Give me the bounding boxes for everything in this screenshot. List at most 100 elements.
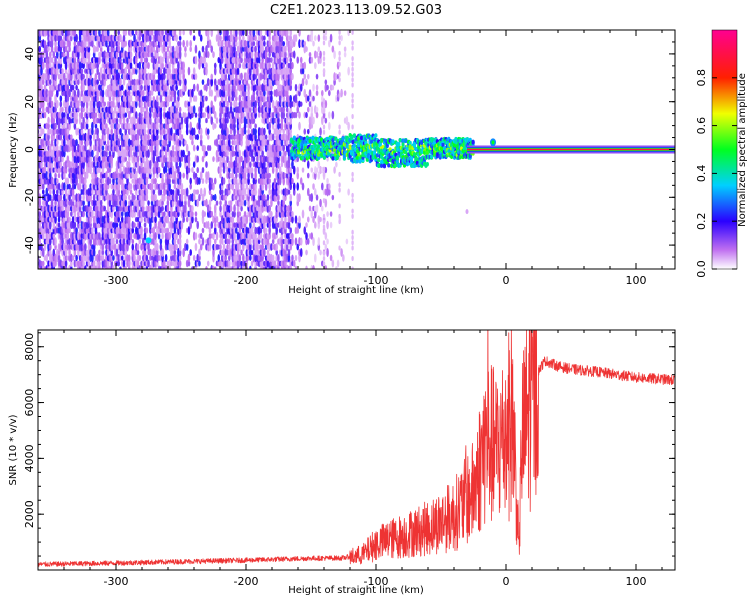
spectrogram-cell: [92, 44, 96, 54]
spectrogram-cell: [338, 30, 341, 35]
spectrogram-cell: [85, 210, 89, 218]
spectrogram-cell: [124, 40, 128, 47]
spectrogram-cell: [57, 121, 61, 131]
spectrogram-cell: [322, 61, 326, 67]
spectrogram-cell: [71, 177, 75, 185]
spectrogram-cell: [48, 189, 52, 195]
spectrogram-cell: [71, 88, 75, 98]
spectrogram-cell: [80, 111, 84, 119]
spectrogram-cell: [220, 39, 224, 48]
spectrogram-cell: [48, 79, 52, 85]
spectrogram-cell: [126, 117, 129, 124]
spectrogram-cell: [98, 156, 101, 163]
spectrogram-cell: [73, 226, 77, 235]
spectrogram-cell: [63, 216, 66, 223]
spectrogram-cell: [301, 209, 305, 219]
spectrogram-cell: [259, 227, 263, 234]
spectrogram-cell: [92, 99, 96, 109]
spectrogram-cell: [306, 172, 310, 179]
spectrogram-cell: [63, 45, 66, 53]
spectrogram-cell: [50, 111, 54, 120]
spectrogram-cell: [77, 106, 80, 113]
spectrogram-cell: [68, 78, 71, 86]
spectrogram-cell: [108, 133, 112, 141]
spectrogram-cell: [294, 215, 298, 224]
spectrogram-cell: [322, 108, 326, 114]
spectrogram-cell: [66, 33, 70, 43]
spectrogram-cell: [94, 112, 98, 118]
spectrogram-cell: [205, 161, 208, 168]
spectrogram-cell: [64, 187, 68, 197]
spectrogram-cell: [96, 177, 99, 186]
spectrogram-cell: [196, 145, 200, 151]
spectrogram-cell: [338, 129, 341, 135]
spectrogram-cell: [338, 77, 341, 83]
spectrogram-cell: [264, 134, 268, 140]
spectrogram-cell: [80, 44, 84, 54]
figure-title: C2E1.2023.113.09.52.G03: [270, 3, 442, 18]
spectrogram-cell: [85, 193, 89, 202]
spectrogram-cell: [54, 106, 57, 113]
spectrogram-cell: [292, 182, 296, 191]
spectrogram-cell: [112, 110, 115, 120]
spectrogram-cell: [308, 100, 312, 108]
spectrogram-cell: [282, 144, 286, 152]
spectrogram-cell: [238, 211, 242, 217]
spectrogram-cell: [91, 149, 94, 158]
spectrogram-cell: [54, 200, 57, 206]
spectrogram-cell: [92, 144, 96, 152]
spectrogram-cell: [45, 122, 49, 130]
spectrogram-cell: [145, 188, 149, 196]
spectrogram-cell: [56, 204, 59, 213]
spectrogram-cell: [66, 216, 70, 223]
spectrogram-cell: [319, 127, 322, 136]
spectrogram-cell: [91, 95, 94, 102]
spectrogram-cell: [108, 105, 112, 115]
spectrogram-cell: [329, 254, 333, 262]
spectrogram-cell: [63, 72, 66, 81]
spectrogram-cell: [268, 178, 271, 184]
spectrogram-cell: [194, 232, 198, 240]
spectrogram-cell: [338, 182, 341, 188]
spectrogram-cell: [108, 144, 112, 152]
spectrogram-cell: [351, 71, 354, 77]
spectrogram-cell: [136, 216, 140, 223]
spectrogram-cell: [127, 90, 131, 96]
spectrogram-cell: [115, 226, 119, 235]
spectrogram-cell: [98, 254, 101, 262]
spectrogram-cell: [210, 210, 214, 218]
spectrogram-cell: [89, 106, 92, 114]
spectrogram-cell: [75, 227, 78, 234]
spectrogram-cell: [101, 73, 105, 80]
spectrogram-cell: [213, 238, 217, 245]
spectrogram-cell: [282, 62, 286, 69]
spectrogram-cell: [50, 176, 54, 186]
spectrogram-cell: [54, 138, 57, 147]
spectrogram-cell: [351, 229, 354, 235]
spectrogram-cell: [94, 172, 98, 179]
spectrogram-cell: [75, 84, 78, 91]
spectrogram-cell: [138, 254, 142, 262]
spectrogram-cell: [120, 161, 124, 168]
spectrogram-cell: [54, 34, 57, 42]
spectrogram-cell: [38, 221, 42, 229]
spectrogram-cell: [80, 89, 84, 97]
spectrogram-cell: [164, 253, 168, 263]
spectrogram-cell: [41, 205, 45, 212]
spectrogram-cell: [147, 62, 150, 70]
spectrogram-cell: [89, 155, 92, 163]
spectrogram-cell: [80, 106, 84, 113]
spectrogram-cell: [47, 133, 50, 141]
spectrogram-cell: [68, 227, 71, 234]
spectrogram-cell: [57, 165, 61, 175]
spectrogram-cell: [106, 34, 110, 43]
spectrogram-cell: [301, 182, 305, 191]
spectrogram-cell: [264, 227, 268, 234]
spectrogram-cell: [315, 111, 319, 119]
spectrogram-cell: [66, 232, 70, 241]
spectrogram-cell: [292, 136, 296, 141]
spectrogram-cell: [59, 161, 63, 168]
spectrogram-cell: [108, 177, 112, 185]
spectrogram-cell: [328, 89, 331, 97]
spectrogram-cell: [192, 67, 196, 75]
